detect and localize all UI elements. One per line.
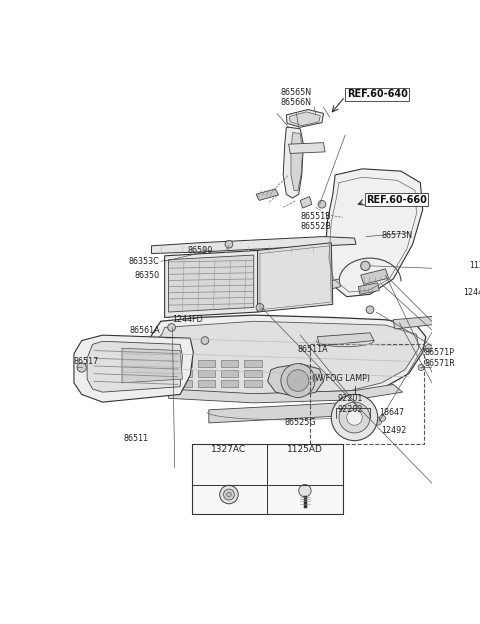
Polygon shape	[244, 360, 262, 367]
Circle shape	[425, 344, 433, 352]
Polygon shape	[209, 402, 362, 423]
Polygon shape	[283, 127, 303, 198]
Circle shape	[168, 324, 176, 331]
Text: 86511: 86511	[123, 434, 148, 443]
Circle shape	[379, 415, 385, 421]
Polygon shape	[148, 321, 419, 394]
Polygon shape	[244, 380, 262, 387]
Polygon shape	[362, 223, 372, 233]
Polygon shape	[221, 360, 238, 367]
Polygon shape	[122, 348, 182, 383]
Text: REF.60-660: REF.60-660	[366, 195, 427, 205]
Text: 86350: 86350	[134, 271, 159, 280]
Text: 1327AC: 1327AC	[211, 446, 247, 454]
Text: 86590: 86590	[187, 246, 213, 255]
Polygon shape	[440, 318, 458, 337]
Polygon shape	[288, 143, 325, 154]
Polygon shape	[268, 364, 324, 397]
Polygon shape	[359, 283, 379, 295]
Circle shape	[220, 485, 238, 504]
Text: REF.60-640: REF.60-640	[347, 89, 408, 99]
Polygon shape	[198, 370, 215, 377]
Polygon shape	[300, 197, 312, 208]
Polygon shape	[325, 169, 423, 296]
Polygon shape	[221, 380, 238, 387]
Polygon shape	[168, 384, 403, 403]
Polygon shape	[291, 133, 302, 190]
Text: 86353C: 86353C	[129, 256, 159, 266]
Polygon shape	[175, 370, 192, 377]
Circle shape	[281, 364, 315, 397]
Polygon shape	[168, 255, 254, 312]
Text: 86561A: 86561A	[130, 326, 161, 335]
Circle shape	[456, 341, 479, 364]
Text: REF.60-660: REF.60-660	[366, 195, 427, 205]
Polygon shape	[74, 335, 193, 402]
Text: 18647: 18647	[379, 407, 405, 417]
Text: 86511A: 86511A	[297, 344, 328, 354]
Circle shape	[374, 417, 382, 425]
Text: 86517: 86517	[74, 357, 99, 366]
Text: 1125AD: 1125AD	[287, 446, 323, 454]
Circle shape	[225, 240, 233, 248]
Circle shape	[366, 306, 374, 314]
Polygon shape	[221, 370, 238, 377]
Text: 1244FD: 1244FD	[172, 315, 203, 324]
Circle shape	[461, 346, 474, 358]
Polygon shape	[175, 360, 192, 367]
Polygon shape	[289, 112, 321, 125]
Text: (W/FOG LAMP): (W/FOG LAMP)	[312, 374, 370, 383]
Polygon shape	[258, 243, 333, 312]
Polygon shape	[175, 380, 192, 387]
Text: 86571P
86571R: 86571P 86571R	[424, 348, 455, 368]
Polygon shape	[87, 341, 182, 392]
Circle shape	[256, 303, 264, 311]
Polygon shape	[256, 189, 278, 200]
Text: 1125GD: 1125GD	[469, 261, 480, 270]
Polygon shape	[317, 333, 374, 346]
Circle shape	[201, 337, 209, 344]
Circle shape	[224, 489, 234, 500]
Polygon shape	[244, 370, 262, 377]
Circle shape	[347, 410, 362, 425]
Bar	[192, 444, 343, 514]
Text: 86573N: 86573N	[382, 230, 413, 240]
Text: 86551B
86552B: 86551B 86552B	[300, 212, 331, 232]
Polygon shape	[393, 315, 449, 329]
Circle shape	[287, 370, 309, 391]
Circle shape	[360, 235, 367, 241]
Polygon shape	[198, 380, 215, 387]
Circle shape	[299, 484, 311, 497]
Polygon shape	[142, 315, 426, 400]
Circle shape	[318, 200, 326, 208]
Circle shape	[360, 261, 370, 270]
Text: REF.60-640: REF.60-640	[347, 89, 408, 99]
Text: 12441B: 12441B	[463, 288, 480, 296]
Circle shape	[418, 364, 424, 371]
Text: 12492: 12492	[382, 426, 407, 435]
Polygon shape	[198, 360, 215, 367]
Text: 86525G: 86525G	[285, 419, 316, 427]
Polygon shape	[324, 279, 340, 291]
Circle shape	[331, 394, 378, 441]
Polygon shape	[286, 110, 324, 127]
Polygon shape	[152, 236, 356, 253]
Text: 86565N
86566N: 86565N 86566N	[281, 88, 312, 107]
Text: 92201
92202: 92201 92202	[338, 394, 363, 414]
Circle shape	[339, 402, 370, 433]
Polygon shape	[165, 250, 258, 318]
Polygon shape	[360, 269, 389, 285]
Circle shape	[227, 492, 231, 497]
Circle shape	[449, 334, 480, 371]
Circle shape	[77, 363, 86, 372]
